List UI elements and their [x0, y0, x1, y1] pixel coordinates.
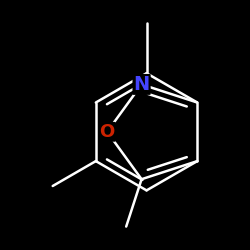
Text: O: O [100, 123, 115, 141]
Text: N: N [134, 75, 150, 94]
